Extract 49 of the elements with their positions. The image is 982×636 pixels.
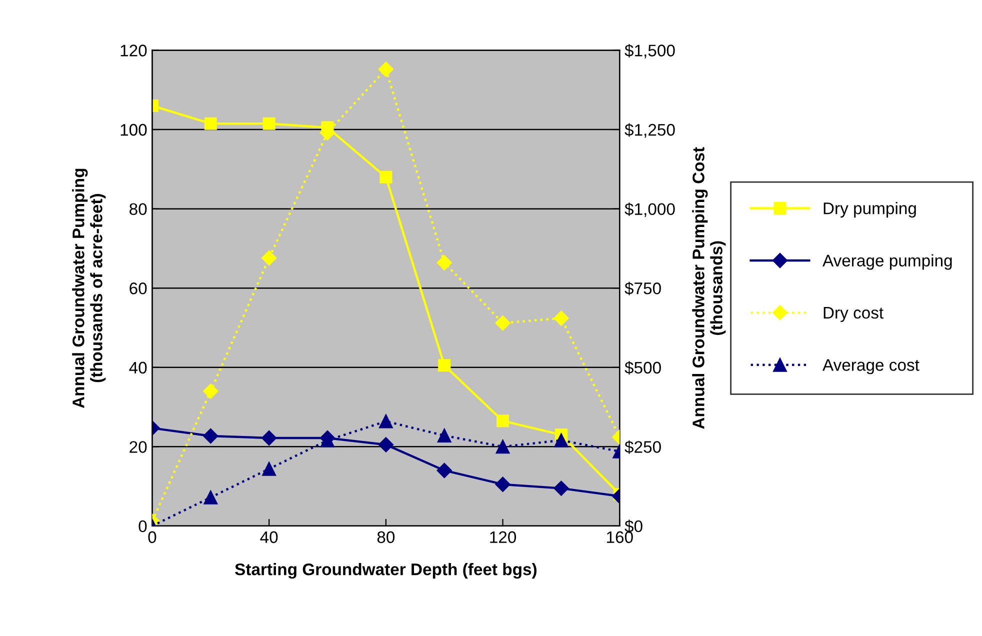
point: [437, 428, 452, 443]
point: [378, 62, 394, 77]
point: [438, 359, 451, 372]
y-tick-label: 0: [138, 520, 147, 532]
point: [262, 462, 276, 476]
point: [203, 428, 218, 444]
y2-tick-label: $1,250: [624, 123, 675, 138]
y-tick-label: 120: [120, 44, 147, 56]
point: [554, 480, 569, 496]
x-tick-label: 160: [607, 531, 633, 544]
point: [496, 414, 510, 428]
point: [554, 433, 568, 448]
legend-label: Average cost: [822, 359, 920, 374]
x-tick-label: 80: [377, 531, 395, 544]
point: [378, 437, 394, 452]
y2-tick-label: $750: [624, 282, 661, 296]
y2-tick-label: $500: [624, 361, 661, 375]
x-tick-label: 0: [148, 531, 156, 544]
x-tick-label: 120: [490, 531, 516, 544]
y-tick-label: 40: [129, 362, 147, 374]
x-tick-label: 40: [260, 531, 278, 544]
point: [496, 440, 510, 454]
point: [262, 117, 276, 130]
x-axis-title: Starting Groundwater Depth (feet bgs): [235, 563, 536, 579]
y2-tick-label: $250: [624, 440, 661, 454]
y-tick-label: 80: [130, 203, 147, 216]
point: [204, 490, 218, 504]
y-axis-title: Annual Groundwater Pumping (thousands of acre-feet): [72, 168, 106, 408]
y2-tick-label: $1,000: [624, 202, 675, 217]
point: [554, 310, 569, 326]
y2-tick-label: $0: [624, 520, 642, 534]
y-tick-label: 20: [130, 441, 147, 453]
legend-label: Dry cost: [824, 307, 884, 322]
point: [262, 250, 277, 266]
y2-tick-label: $1,500: [624, 44, 675, 58]
y-tick-label: 60: [130, 282, 147, 294]
point: [203, 384, 218, 399]
point: [495, 315, 510, 331]
y-tick-label: 100: [120, 124, 147, 136]
legend-label: Average pumping: [822, 254, 952, 270]
point: [204, 117, 217, 130]
point: [262, 430, 277, 446]
point: [495, 476, 510, 492]
legend-label: Dry pumping: [824, 202, 916, 218]
point: [436, 462, 452, 478]
point: [380, 170, 392, 184]
point: [436, 255, 452, 270]
y2-axis-title: Annual Groundwater Pumping Cost (thousands): [692, 147, 726, 429]
point: [378, 414, 393, 428]
